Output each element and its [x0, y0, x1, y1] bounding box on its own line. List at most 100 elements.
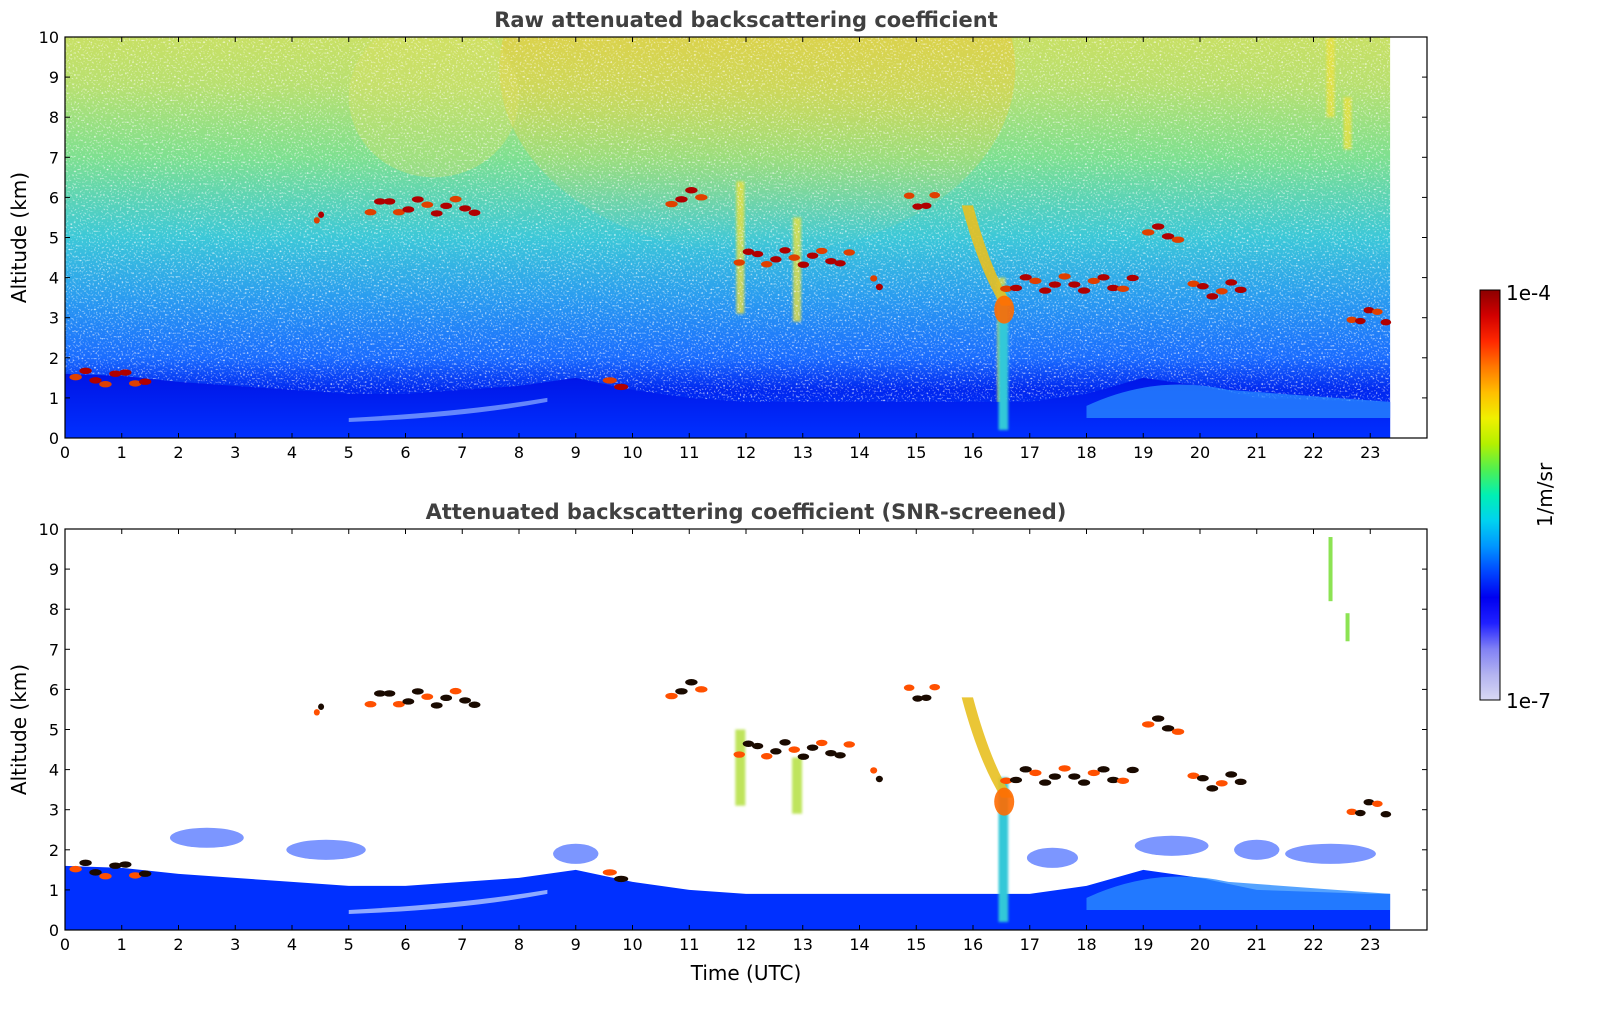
y-tick-label: 1 — [49, 389, 59, 408]
cloud-cell — [109, 370, 122, 377]
cloud-cell — [318, 211, 325, 218]
y-tick-label: 10 — [39, 28, 59, 47]
cloud-cell — [920, 202, 932, 209]
cloud-cell — [1354, 809, 1366, 817]
cloud-layer — [1187, 279, 1247, 300]
cloud-cell — [138, 378, 152, 385]
screened-heatmap — [65, 529, 1427, 930]
screened-panel-title: Attenuated backscattering coefficient (S… — [426, 500, 1067, 524]
x-tick-label: 15 — [906, 935, 926, 954]
cloud-layer — [903, 683, 941, 702]
residual-patch — [286, 839, 366, 860]
cloud-cell — [797, 753, 810, 760]
cloud-cell — [685, 679, 698, 686]
raw-panel-title: Raw attenuated backscattering coefficien… — [494, 8, 998, 32]
cloud-cell — [468, 209, 481, 216]
x-tick-label: 11 — [679, 935, 699, 954]
cloud-cell — [1234, 778, 1247, 786]
cloud-cell — [129, 872, 142, 879]
cloud-cell — [383, 690, 396, 697]
cloud-cell — [1151, 715, 1165, 722]
cloud-cell — [109, 862, 122, 869]
x-tick-label: 9 — [571, 935, 581, 954]
cloud-cell — [751, 250, 764, 258]
cloud-cell — [903, 684, 915, 691]
cloud-cell — [1029, 769, 1042, 777]
x-tick-label: 1 — [117, 443, 127, 462]
x-tick-label: 12 — [736, 443, 756, 462]
x-tick-label: 10 — [622, 443, 642, 462]
x-tick-label: 7 — [457, 443, 467, 462]
cloud-cell — [1354, 317, 1366, 325]
precipitation-column — [998, 777, 1009, 922]
cloud-cell — [1206, 785, 1219, 792]
colorbar-max-label: 1e-4 — [1506, 281, 1551, 305]
screened-y-axis-label: Altitude (km) — [7, 664, 31, 795]
x-tick-label: 13 — [793, 443, 813, 462]
colorbar: 1e-4 1e-7 1/m/sr — [1479, 281, 1557, 713]
cloud-cell — [816, 247, 828, 255]
cloud-cell — [392, 208, 405, 216]
y-tick-label: 9 — [49, 560, 59, 579]
x-tick-label: 5 — [344, 935, 354, 954]
cloud-cell — [733, 751, 745, 758]
x-tick-label: 20 — [1190, 935, 1210, 954]
cloud-cell — [1009, 776, 1023, 784]
y-tick-label: 4 — [49, 269, 59, 288]
cloud-layer — [665, 187, 708, 208]
fall-streak — [1345, 613, 1350, 642]
cloud-layer — [69, 367, 152, 388]
cloud-cell — [69, 373, 82, 381]
precipitation-column — [998, 285, 1009, 430]
residual-layer — [1086, 384, 1391, 418]
cloud-layer — [733, 739, 855, 760]
x-tick-label: 0 — [60, 935, 70, 954]
cloud-cell — [449, 687, 462, 695]
x-tick-label: 6 — [400, 443, 410, 462]
cloud-cell — [1380, 319, 1392, 326]
cloud-cell — [1142, 229, 1155, 236]
y-tick-label: 9 — [49, 68, 59, 87]
cloud-cell — [459, 697, 471, 704]
cloud-cell — [779, 739, 791, 746]
cloud-cell — [1346, 316, 1358, 324]
cloud-cell — [875, 283, 883, 291]
y-tick-label: 1 — [49, 881, 59, 900]
y-tick-label: 6 — [49, 680, 59, 699]
x-tick-label: 17 — [1020, 935, 1040, 954]
cloud-cell — [1116, 777, 1130, 784]
cloud-cell — [675, 196, 688, 203]
cloud-layer — [364, 687, 481, 709]
cloud-cell — [788, 746, 800, 753]
cloud-cell — [870, 767, 878, 774]
cloud-cell — [99, 873, 112, 880]
cloud-cell — [79, 859, 92, 867]
cloud-cell — [1363, 798, 1375, 806]
cloud-cell — [1000, 777, 1013, 784]
raw-backscatter-panel: Raw attenuated backscattering coefficien… — [7, 8, 1428, 462]
cloud-cell — [1039, 287, 1052, 294]
boundary-layer — [65, 373, 1391, 438]
cloud-cell — [695, 194, 708, 201]
y-tick-label: 0 — [49, 429, 59, 448]
cloud-cell — [806, 252, 819, 259]
cloud-cell — [129, 380, 142, 387]
cloud-cell — [602, 377, 617, 384]
x-tick-label: 19 — [1133, 935, 1153, 954]
cloud-cell — [313, 217, 320, 224]
cloud-cell — [1019, 766, 1032, 773]
cloud-layer — [1346, 306, 1392, 326]
cloud-cell — [449, 195, 462, 203]
cloud-cell — [89, 869, 102, 876]
cloud-cell — [313, 709, 320, 716]
x-tick-label: 14 — [849, 935, 869, 954]
y-tick-label: 3 — [49, 309, 59, 328]
x-tick-label: 8 — [514, 935, 524, 954]
x-tick-label: 23 — [1360, 935, 1380, 954]
cloud-cell — [770, 256, 782, 263]
cloud-cell — [1068, 773, 1081, 780]
cloud-layer — [1142, 223, 1185, 243]
cloud-cell — [138, 870, 152, 877]
y-tick-label: 0 — [49, 921, 59, 940]
